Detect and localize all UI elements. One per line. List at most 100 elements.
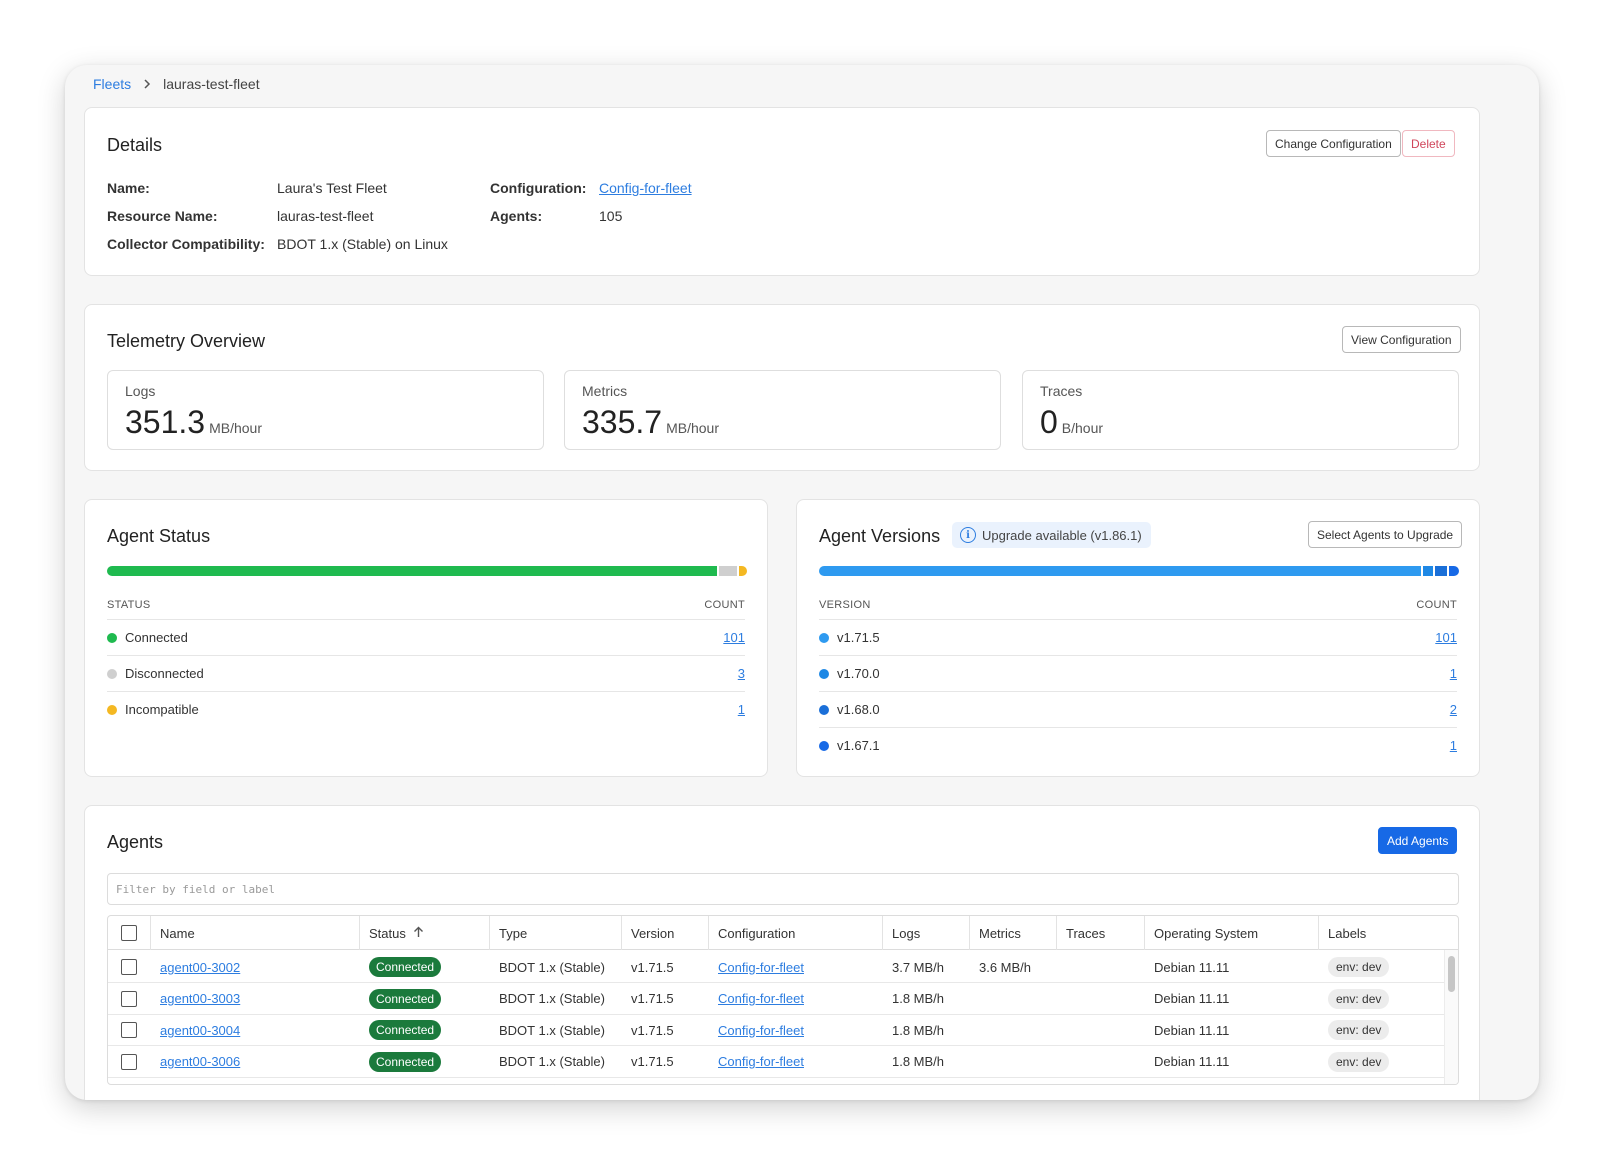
configuration-link[interactable]: Config-for-fleet xyxy=(599,180,692,196)
agent-version-count-link[interactable]: 1 xyxy=(1449,738,1457,753)
traces-unit: B/hour xyxy=(1061,420,1104,436)
agent-logs: 3.7 MB/h xyxy=(892,959,945,975)
column-header-traces[interactable]: Traces xyxy=(1057,916,1145,950)
details-title: Details xyxy=(107,135,163,155)
change-configuration-button[interactable]: Change Configuration xyxy=(1266,130,1401,157)
status-dot-icon xyxy=(819,633,829,643)
agent-status-count-link[interactable]: 3 xyxy=(737,666,745,681)
traces-metric-box: Traces 0 B/hour xyxy=(1022,370,1459,450)
count-column-header: COUNT xyxy=(704,599,745,611)
agent-status-count-link[interactable]: 1 xyxy=(737,702,745,717)
column-header-logs[interactable]: Logs xyxy=(883,916,970,950)
logs-label: Logs xyxy=(125,383,156,399)
table-cell: BDOT 1.x (Stable) xyxy=(490,1014,622,1046)
row-checkbox[interactable] xyxy=(121,1053,137,1070)
agent-versions-bar xyxy=(819,566,1459,576)
column-header-label: Configuration xyxy=(718,925,796,941)
agent-os: Debian 11.11 xyxy=(1154,1022,1230,1038)
add-agents-button[interactable]: Add Agents xyxy=(1378,827,1458,854)
agent-version-label: v1.68.0 xyxy=(837,702,880,717)
column-header-type[interactable]: Type xyxy=(490,916,622,950)
agent-version-count-link[interactable]: 1 xyxy=(1449,666,1457,681)
agent-status-label: Connected xyxy=(125,630,188,645)
agent-name-link[interactable]: agent00-3002 xyxy=(160,959,241,975)
table-cell: Debian 11.11 xyxy=(1145,983,1319,1015)
table-cell: 1.8 MB/h xyxy=(883,983,970,1015)
agent-name-link[interactable]: agent00-3004 xyxy=(160,1022,241,1038)
label-chip: env: dev xyxy=(1328,1051,1390,1072)
agent-status-bar xyxy=(107,566,747,576)
table-scrollbar-thumb[interactable] xyxy=(1448,956,1455,992)
collector-compat-label: Collector Compatibility: xyxy=(107,236,265,252)
table-cell: BDOT 1.x (Stable) xyxy=(490,951,622,983)
agent-version-count-link[interactable]: 2 xyxy=(1449,702,1457,717)
logs-value: 351.3 xyxy=(125,404,206,440)
row-checkbox[interactable] xyxy=(121,1022,137,1038)
agent-status-label: Incompatible xyxy=(125,702,199,717)
column-header-version[interactable]: Version xyxy=(622,916,709,950)
bar-segment xyxy=(107,566,717,576)
bar-segment xyxy=(819,566,1421,576)
status-badge: Connected xyxy=(369,1051,442,1072)
table-cell: Connected xyxy=(360,1046,490,1078)
select-all-checkbox[interactable] xyxy=(121,925,137,941)
sort-ascending-icon[interactable] xyxy=(413,926,424,941)
bar-segment xyxy=(1448,566,1459,576)
status-column-header: STATUS xyxy=(107,599,151,611)
table-cell xyxy=(1057,1046,1145,1078)
table-scrollbar[interactable] xyxy=(1444,950,1458,1084)
table-cell: agent00-3003 xyxy=(151,983,360,1015)
table-cell xyxy=(108,1046,151,1078)
row-checkbox[interactable] xyxy=(121,959,137,975)
table-cell: Config-for-fleet xyxy=(709,951,883,983)
column-header-label: Name xyxy=(160,925,195,941)
view-configuration-button[interactable]: View Configuration xyxy=(1342,326,1461,353)
table-cell: Debian 11.11 xyxy=(1145,951,1319,983)
filter-input[interactable] xyxy=(107,873,1459,905)
upgrade-available-badge: i Upgrade available (v1.86.1) xyxy=(952,522,1151,548)
agent-config-link[interactable]: Config-for-fleet xyxy=(718,1022,804,1038)
breadcrumb-current: lauras-test-fleet xyxy=(163,76,260,92)
collector-compat-value: BDOT 1.x (Stable) on Linux xyxy=(277,236,448,252)
agent-version-row: v1.71.5 101 xyxy=(819,619,1457,655)
agent-status-label-wrap: Disconnected xyxy=(107,666,204,681)
metrics-unit: MB/hour xyxy=(666,420,719,436)
column-header-label: Version xyxy=(631,925,675,941)
telemetry-title: Telemetry Overview xyxy=(107,331,266,351)
column-header-metrics[interactable]: Metrics xyxy=(970,916,1057,950)
table-cell: Connected xyxy=(360,1014,490,1046)
table-row: agent00-3003 Connected BDOT 1.x (Stable) v1… xyxy=(108,983,1446,1015)
bar-segment xyxy=(1434,566,1447,576)
agent-config-link[interactable]: Config-for-fleet xyxy=(718,991,804,1006)
agent-config-link[interactable]: Config-for-fleet xyxy=(718,1054,804,1069)
agent-version-count-link[interactable]: 101 xyxy=(1435,630,1457,645)
agent-status-row: Disconnected 3 xyxy=(107,655,745,691)
select-agents-to-upgrade-button[interactable]: Select Agents to Upgrade xyxy=(1308,521,1463,548)
breadcrumb-fleets-link[interactable]: Fleets xyxy=(93,76,132,92)
agent-type: BDOT 1.x (Stable) xyxy=(499,991,605,1006)
column-header-operating-system[interactable]: Operating System xyxy=(1145,916,1319,950)
column-header-name[interactable]: Name xyxy=(151,916,360,950)
column-header-labels[interactable]: Labels xyxy=(1319,916,1446,950)
upgrade-available-text: Upgrade available (v1.86.1) xyxy=(982,527,1142,543)
agent-version-row: v1.68.0 2 xyxy=(819,691,1457,727)
table-cell: v1.71.5 xyxy=(622,951,709,983)
row-checkbox[interactable] xyxy=(121,990,137,1007)
agent-config-link[interactable]: Config-for-fleet xyxy=(718,959,804,975)
column-header-label: Labels xyxy=(1328,925,1367,941)
status-dot-icon xyxy=(819,741,829,751)
table-cell: 3.6 MB/h xyxy=(970,951,1057,983)
agent-name-link[interactable]: agent00-3006 xyxy=(160,1054,241,1069)
table-cell xyxy=(970,1014,1057,1046)
table-cell: BDOT 1.x (Stable) xyxy=(490,983,622,1015)
logs-unit: MB/hour xyxy=(209,420,262,436)
agent-status-count-link[interactable]: 101 xyxy=(723,630,745,645)
column-header-label: Status xyxy=(369,925,406,941)
label-chip: env: dev xyxy=(1328,957,1390,977)
delete-button[interactable]: Delete xyxy=(1402,130,1455,157)
chevron-right-icon xyxy=(141,78,153,90)
agent-logs: 1.8 MB/h xyxy=(892,1054,945,1069)
column-header-configuration[interactable]: Configuration xyxy=(709,916,883,950)
column-header-status[interactable]: Status xyxy=(360,916,490,950)
agent-name-link[interactable]: agent00-3003 xyxy=(160,991,241,1006)
